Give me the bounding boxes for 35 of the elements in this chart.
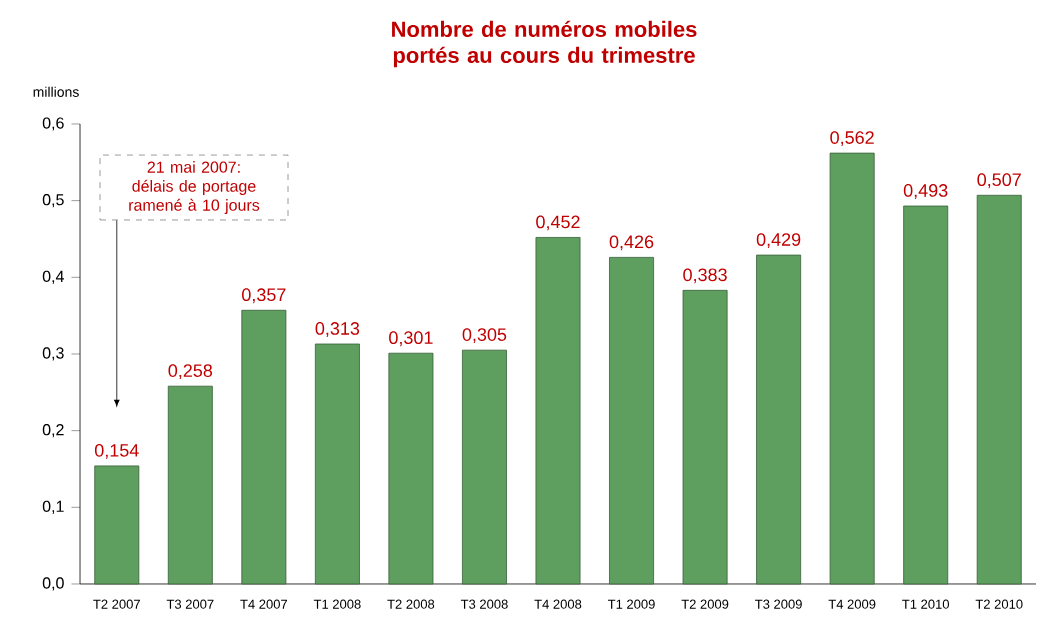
bar	[388, 352, 434, 585]
data-label: 0,493	[903, 184, 948, 199]
data-label: 0,301	[389, 331, 433, 347]
y-tick-label: 0,3	[42, 347, 64, 361]
data-label: 0,507	[977, 173, 1021, 189]
bar	[241, 309, 287, 585]
bar	[976, 194, 1022, 585]
bar	[314, 343, 360, 585]
y-tick-label: 0,2	[42, 424, 64, 438]
data-label: 0,383	[683, 268, 727, 284]
data-label: 0,357	[242, 288, 286, 304]
data-label: 0,452	[536, 215, 580, 231]
bar	[903, 205, 949, 585]
y-tick-label: 0,1	[42, 500, 64, 514]
data-label: 0,429	[756, 233, 801, 248]
bar	[94, 465, 140, 585]
y-tick-label: 0,0	[42, 577, 64, 591]
data-label: 0,154	[94, 443, 139, 459]
chart-title: Nombre de numéros mobiles portés au cours du trimestre	[392, 20, 697, 68]
y-tick-label: 0,4	[42, 270, 64, 284]
annotation: 21 mai 2007: délais de portage ramené à 10 jours	[129, 161, 260, 214]
data-label: 0,305	[462, 328, 507, 344]
bar	[682, 289, 728, 585]
bar	[756, 254, 802, 585]
y-tick-label: 0,5	[42, 194, 64, 208]
bar	[829, 152, 875, 585]
data-label: 0,258	[168, 364, 213, 380]
y-tick-label: 0,6	[42, 117, 64, 131]
bar	[462, 349, 507, 585]
bar	[167, 385, 213, 585]
data-label: 0,313	[315, 322, 360, 337]
data-label: 0,562	[830, 131, 874, 147]
data-label: 0,426	[609, 235, 654, 251]
bar	[609, 256, 654, 585]
bar	[535, 237, 581, 585]
